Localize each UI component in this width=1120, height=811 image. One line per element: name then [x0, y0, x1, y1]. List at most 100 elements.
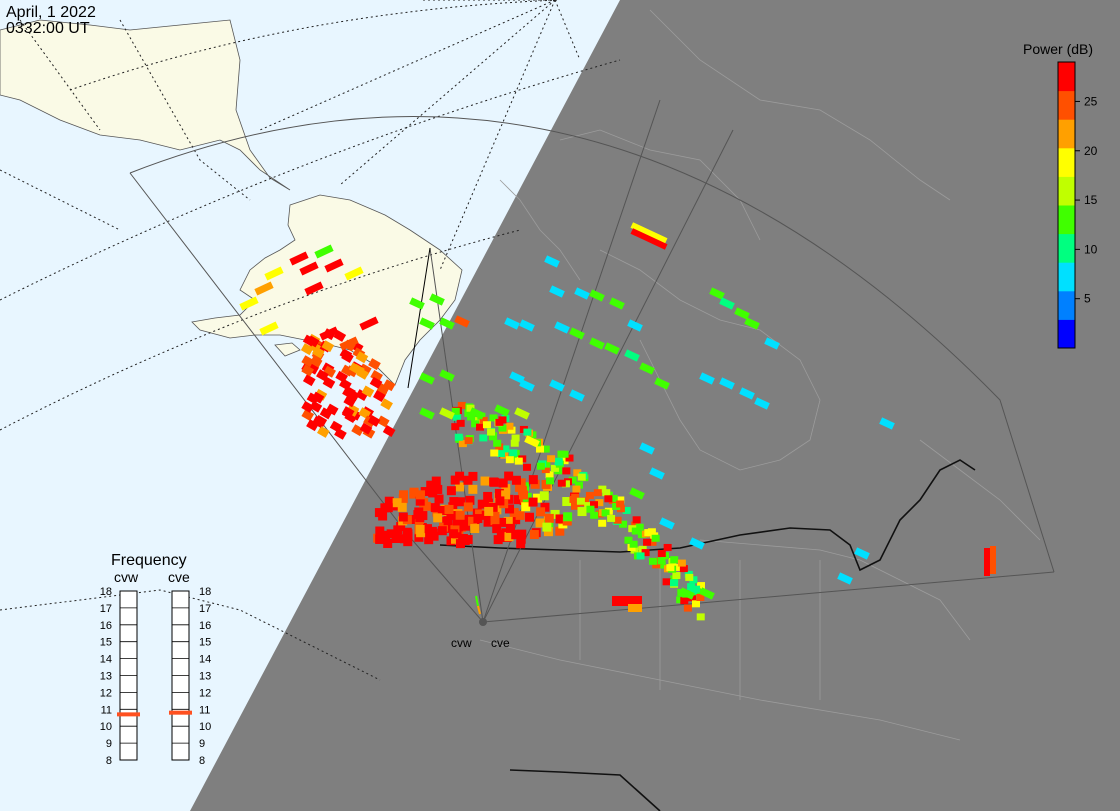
colorbar-segment — [1058, 262, 1075, 292]
backscatter-cell — [311, 346, 325, 359]
backscatter-cell — [423, 524, 433, 534]
backscatter-cell — [386, 529, 396, 539]
backscatter-cell — [990, 546, 996, 574]
backscatter-cell — [571, 493, 580, 501]
colorbar-segment — [1058, 119, 1075, 149]
colorbar-tick-label: 15 — [1084, 193, 1098, 207]
backscatter-cell — [631, 527, 640, 535]
backscatter-cell — [369, 376, 383, 389]
backscatter-cell — [589, 289, 605, 302]
backscatter-cell — [536, 462, 545, 470]
freq-tick-label-cvw: 9 — [106, 738, 112, 750]
backscatter-cell — [476, 423, 485, 431]
backscatter-cell — [540, 502, 550, 512]
backscatter-cell — [321, 340, 335, 353]
backscatter-cell — [376, 415, 390, 428]
backscatter-cell — [414, 507, 424, 517]
backscatter-cell — [382, 425, 396, 437]
backscatter-cell — [483, 491, 493, 501]
backscatter-cell — [670, 556, 679, 564]
backscatter-cell — [670, 579, 679, 587]
backscatter-cell — [474, 509, 484, 519]
backscatter-cell — [497, 450, 506, 458]
backscatter-cell — [525, 512, 535, 522]
backscatter-cell — [662, 578, 671, 586]
backscatter-cell — [514, 457, 523, 465]
backscatter-cell — [414, 532, 424, 542]
backscatter-cell — [489, 477, 499, 487]
backscatter-cell — [719, 377, 735, 390]
backscatter-cell — [396, 522, 406, 532]
backscatter-cell — [536, 507, 546, 517]
backscatter-cell — [511, 530, 521, 540]
backscatter-cells — [239, 222, 996, 621]
colorbar-segment — [1058, 90, 1075, 120]
backscatter-cell — [734, 307, 750, 320]
colorbar-title: Power (dB) — [1023, 41, 1093, 57]
site-label-cve: cve — [491, 636, 510, 650]
freq-tick-label-cve: 13 — [199, 671, 211, 683]
night-region — [190, 0, 1120, 811]
backscatter-cell — [560, 457, 569, 465]
colorbar-segment — [1058, 233, 1075, 263]
backscatter-cell — [503, 426, 512, 434]
freq-tick-label-cve: 14 — [199, 654, 211, 666]
backscatter-cell — [444, 504, 454, 514]
backscatter-cell — [414, 519, 424, 529]
backscatter-cell — [544, 513, 554, 523]
backscatter-cell — [503, 516, 513, 526]
backscatter-cell — [382, 379, 396, 392]
backscatter-cell — [545, 471, 554, 479]
backscatter-cell — [505, 456, 514, 464]
backscatter-cell — [498, 478, 508, 488]
backscatter-cell — [569, 389, 585, 402]
backscatter-cell — [437, 505, 447, 515]
backscatter-cell — [316, 369, 329, 382]
backscatter-cell — [589, 501, 598, 509]
backscatter-cell — [351, 424, 364, 437]
backscatter-cell — [549, 379, 565, 392]
backscatter-cell — [584, 502, 593, 510]
colorbar-frame — [1057, 61, 1076, 349]
freq-tick-label-cvw: 18 — [100, 586, 112, 598]
backscatter-cell — [574, 481, 583, 489]
backscatter-cell — [511, 475, 521, 485]
backscatter-cell — [709, 287, 725, 300]
backscatter-cell — [639, 362, 655, 375]
backscatter-cell — [432, 507, 442, 517]
backscatter-cell — [854, 547, 870, 560]
backscatter-cell — [468, 484, 478, 494]
backscatter-cell — [368, 358, 381, 371]
backscatter-cell — [687, 583, 696, 591]
colorbar-segment — [1058, 205, 1075, 235]
time-label: 0332:00 UT — [6, 20, 90, 37]
frequency-title: Frequency — [111, 552, 187, 569]
backscatter-cell — [657, 561, 666, 569]
backscatter-cell — [451, 534, 461, 544]
freq-tick-label-cvw: 13 — [100, 671, 112, 683]
backscatter-cell — [685, 573, 694, 581]
backscatter-cell — [380, 398, 393, 411]
backscatter-cell — [601, 509, 610, 517]
backscatter-cell — [495, 418, 504, 426]
backscatter-cell — [498, 424, 507, 432]
freq-col-label-cve: cve — [168, 569, 190, 585]
radar-fov — [129, 99, 1055, 623]
backscatter-cell — [590, 511, 599, 519]
backscatter-cell — [636, 552, 645, 560]
backscatter-cell — [672, 572, 681, 580]
backscatter-cell — [549, 285, 565, 298]
backscatter-cell — [463, 502, 473, 512]
backscatter-cell — [501, 445, 510, 453]
backscatter-cell — [547, 455, 556, 463]
backscatter-cell — [657, 557, 666, 565]
backscatter-cell — [324, 258, 344, 273]
backscatter-cell — [471, 420, 480, 428]
backscatter-cell — [609, 297, 625, 310]
freq-tick-label-cvw: 10 — [100, 721, 112, 733]
backscatter-cell — [622, 506, 631, 514]
backscatter-cell — [415, 524, 425, 534]
backscatter-cell — [319, 407, 333, 420]
backscatter-cell — [479, 416, 488, 424]
backscatter-cell — [495, 496, 505, 506]
